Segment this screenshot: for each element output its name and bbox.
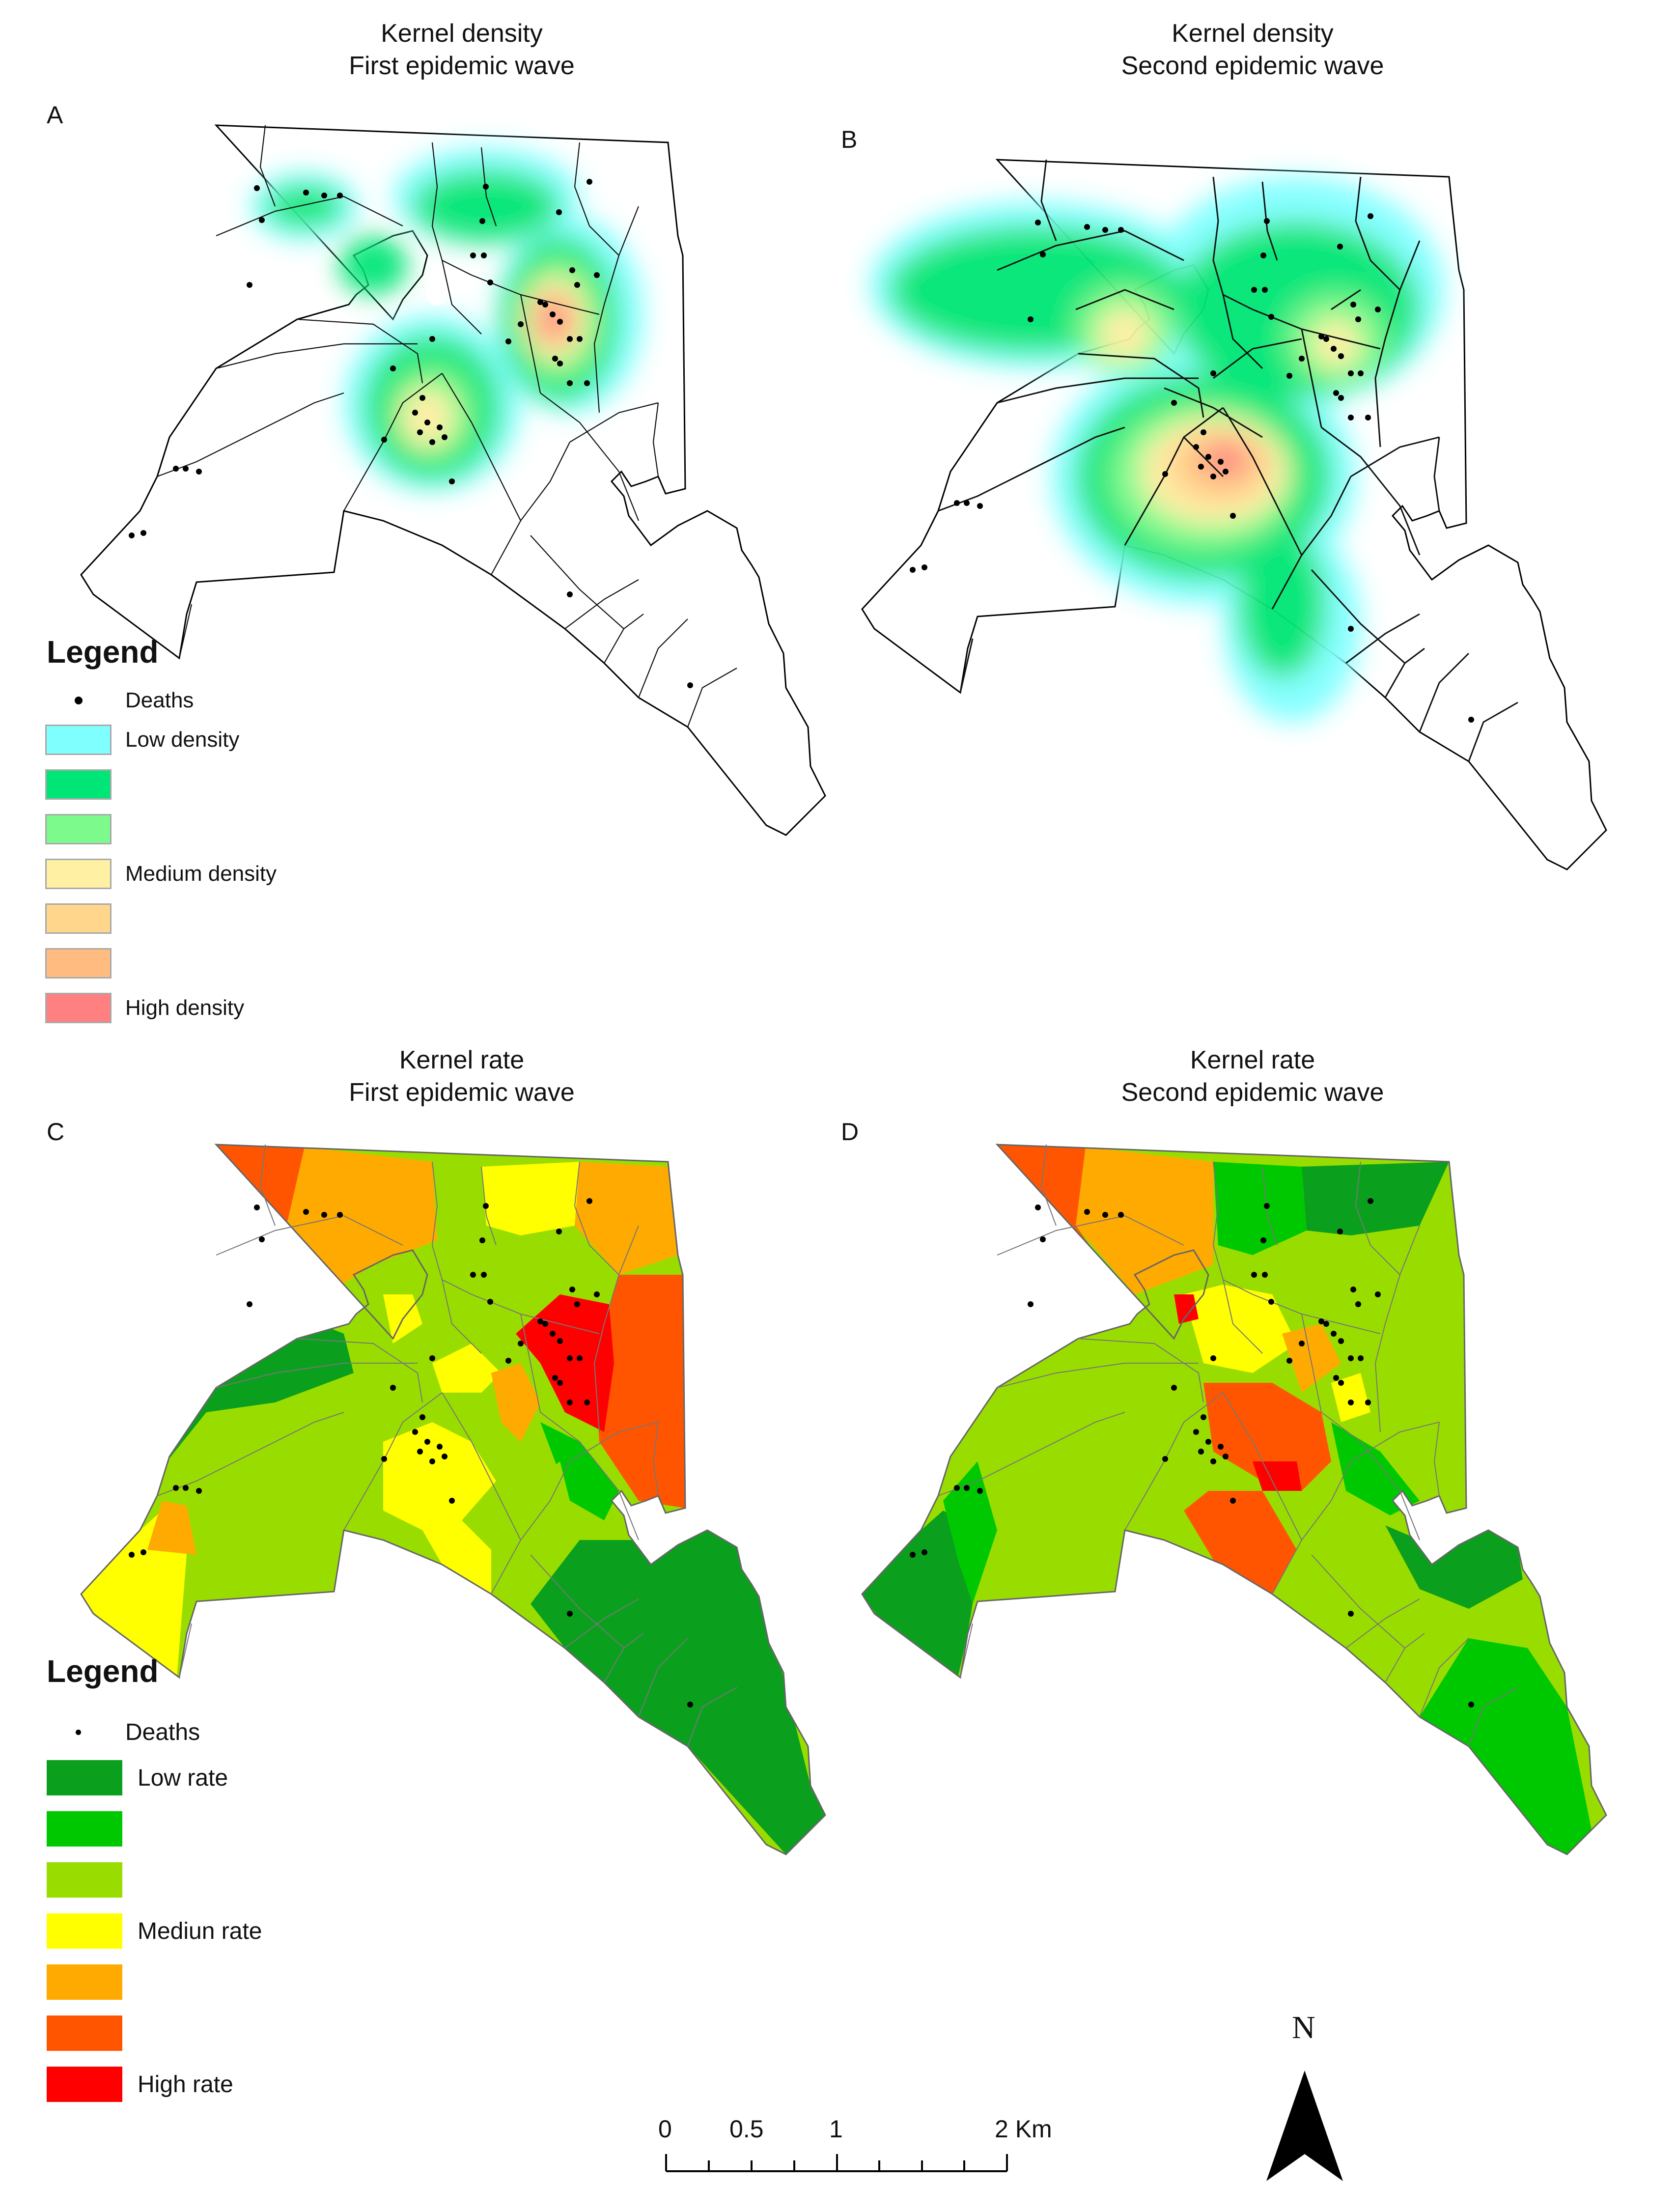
density-legend-class-0: Low density: [45, 725, 239, 755]
rate-legend-swatch-3: [45, 1912, 124, 1950]
panel-b-letter: B: [841, 126, 858, 153]
scale-label-0-5: 0.5: [729, 2115, 764, 2143]
rate-legend-swatch-2: [45, 1861, 124, 1899]
panel-c-letter: C: [47, 1118, 65, 1146]
density-legend-class-6: High density: [45, 993, 244, 1023]
density-legend-swatch-2: [45, 814, 112, 844]
density-legend-deaths-label: Deaths: [125, 688, 194, 712]
panel-c-title-line1: Kernel rate: [399, 1046, 525, 1074]
scale-label-1: 1: [829, 2115, 843, 2143]
rate-legend-swatch-6: [45, 2065, 124, 2103]
rate-legend-label-6: High rate: [138, 2071, 233, 2098]
density-legend-class-5: [45, 948, 125, 979]
scale-bar: [665, 2154, 1008, 2172]
rate-legend-swatch-4: [45, 1963, 124, 2001]
density-legend-class-2: [45, 814, 125, 844]
panel-d-title: Kernel rate Second epidemic wave: [982, 1044, 1523, 1109]
density-legend-swatch-1: [45, 769, 112, 800]
panel-b-title-line2: Second epidemic wave: [1121, 52, 1384, 80]
density-legend-swatch-5: [45, 948, 112, 979]
density-legend-class-3: Medium density: [45, 859, 277, 889]
panel-a-death-points: [129, 179, 693, 688]
panel-b-title: Kernel density Second epidemic wave: [982, 17, 1523, 82]
density-legend-label-6: High density: [125, 996, 245, 1020]
density-legend-label-3: Medium density: [125, 862, 277, 886]
rate-legend-label-3: Mediun rate: [138, 1918, 262, 1944]
rate-legend-title: Legend: [47, 1653, 159, 1689]
panel-d-letter: D: [841, 1118, 859, 1146]
rate-legend-class-6: High rate: [45, 2065, 233, 2103]
density-legend-deaths: Deaths: [45, 685, 194, 716]
north-label: N: [1292, 2010, 1315, 2045]
panel-d-title-line1: Kernel rate: [1190, 1046, 1315, 1074]
density-legend-class-1: [45, 769, 125, 800]
rate-legend-class-5: [45, 2014, 138, 2052]
panel-a-letter: A: [47, 101, 63, 129]
rate-legend-deaths-label: Deaths: [125, 1719, 200, 1745]
panel-a-map: [80, 124, 826, 836]
scale-label-0: 0: [658, 2115, 672, 2143]
density-legend-swatch-3: [45, 859, 112, 889]
panel-c-title: Kernel rate First epidemic wave: [192, 1044, 732, 1109]
panel-a-title-line2: First epidemic wave: [349, 52, 575, 80]
rate-legend-class-1: [45, 1810, 138, 1848]
rate-legend-swatch-1: [45, 1810, 124, 1848]
north-arrow-icon: [1266, 2071, 1343, 2181]
density-legend-swatch-4: [45, 903, 112, 934]
panel-b-title-line1: Kernel density: [1172, 19, 1334, 48]
density-legend-swatch-6: [45, 993, 112, 1023]
density-legend-swatch-0: [45, 725, 112, 755]
death-point-icon: [45, 1717, 112, 1747]
panel-d-title-line2: Second epidemic wave: [1121, 1078, 1384, 1107]
density-legend-label-0: Low density: [125, 728, 240, 752]
density-legend-title: Legend: [47, 634, 159, 670]
rate-legend-class-2: [45, 1861, 138, 1899]
rate-legend-deaths: Deaths: [45, 1717, 200, 1747]
panel-a-title: Kernel density First epidemic wave: [192, 17, 732, 82]
scale-label-2km: 2 Km: [995, 2115, 1052, 2143]
rate-legend-label-0: Low rate: [138, 1764, 228, 1791]
rate-legend-class-4: [45, 1963, 138, 2001]
panel-b-map: [861, 159, 1607, 870]
rate-legend-class-3: Mediun rate: [45, 1912, 262, 1950]
panel-a-title-line1: Kernel density: [381, 19, 543, 48]
rate-legend-swatch-5: [45, 2014, 124, 2052]
rate-legend-class-0: Low rate: [45, 1759, 228, 1797]
panel-c-title-line2: First epidemic wave: [349, 1078, 575, 1107]
death-point-icon: [45, 685, 112, 716]
rate-legend-swatch-0: [45, 1759, 124, 1797]
density-legend-class-4: [45, 903, 125, 934]
